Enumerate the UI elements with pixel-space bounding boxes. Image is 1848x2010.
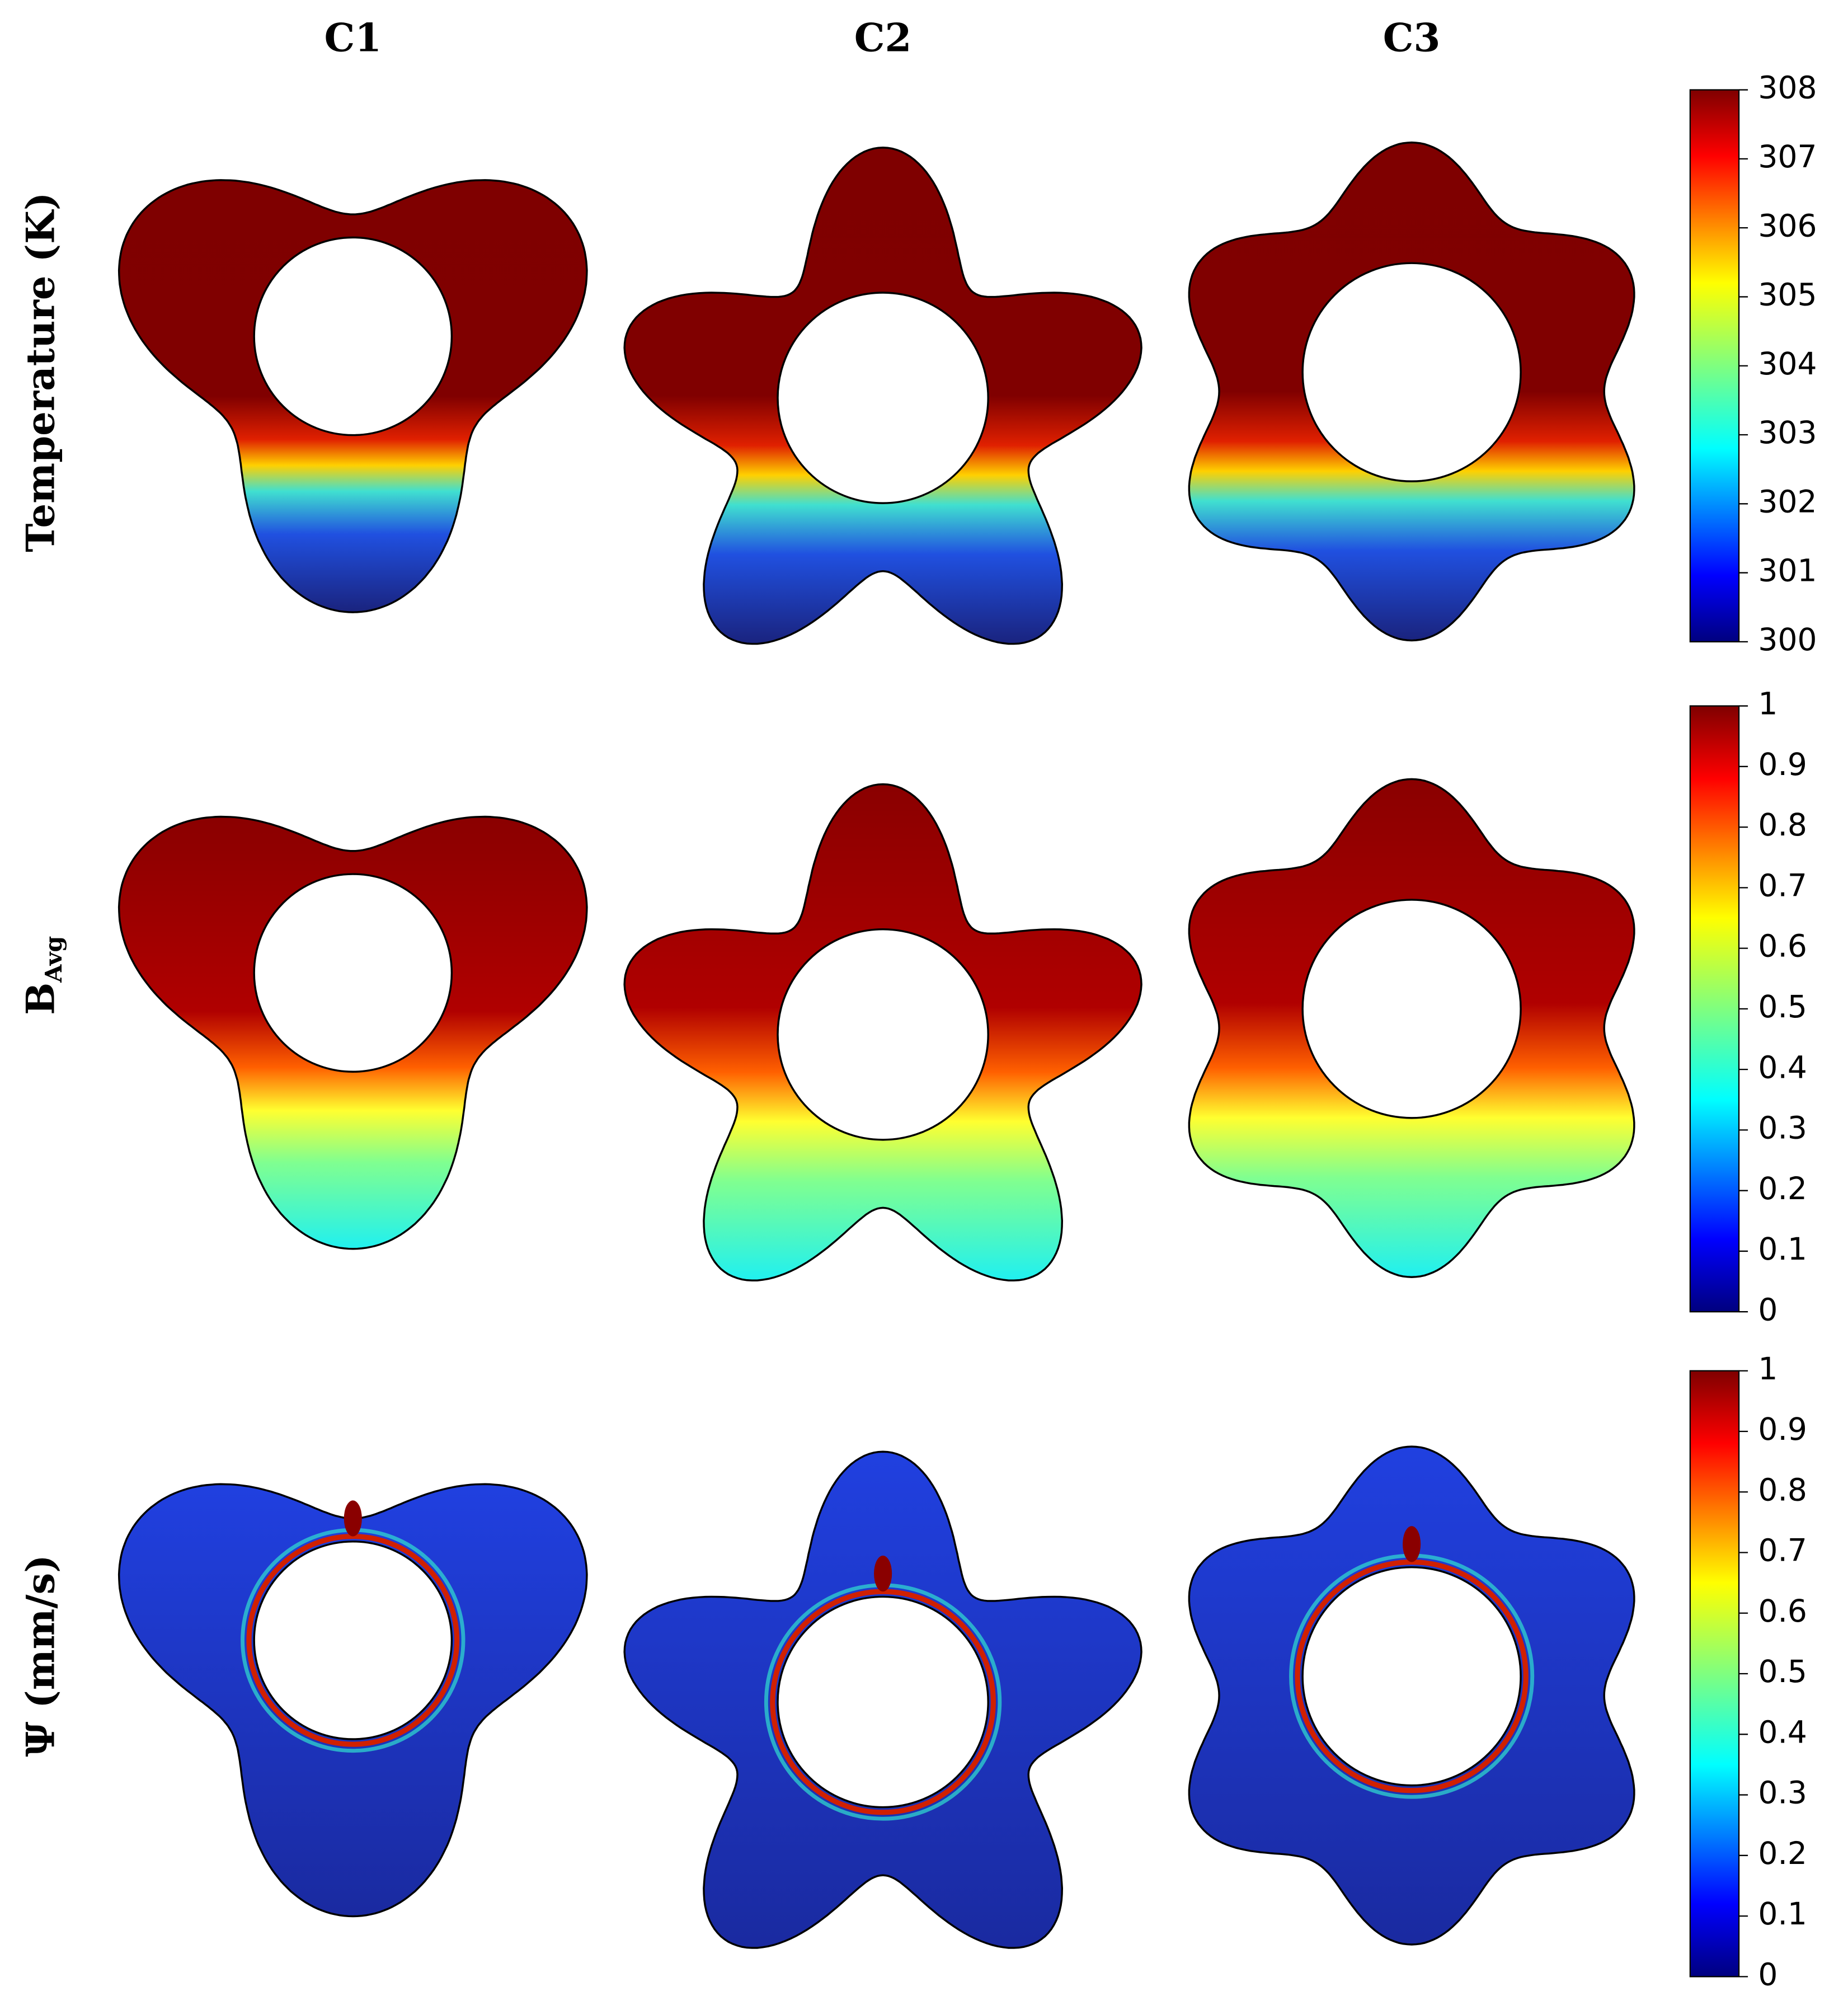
colorbar-tick-label: 0.4 xyxy=(1758,1714,1807,1750)
colorbar-tick-label: 306 xyxy=(1758,208,1817,243)
colorbar-tick-label: 0.6 xyxy=(1758,1593,1807,1629)
row-label: Ψ (mm/s) xyxy=(18,1555,63,1757)
colorbar-tick-label: 0.7 xyxy=(1758,1533,1807,1568)
flow-ring xyxy=(1295,1559,1529,1793)
column-label: C2 xyxy=(854,16,912,61)
colorbar-tick-label: 0.5 xyxy=(1758,989,1807,1025)
colorbar-tick-label: 0.9 xyxy=(1758,746,1807,782)
colorbar xyxy=(1689,89,1740,643)
column-label: C3 xyxy=(1383,16,1441,61)
colorbar-tick-label: 0.3 xyxy=(1758,1775,1807,1811)
contour-plot xyxy=(1188,141,1635,642)
colorbar-tick-label: 307 xyxy=(1758,139,1817,175)
row-label-text: Temperature (K) xyxy=(18,192,63,552)
colorbar-tick-label: 0.2 xyxy=(1758,1171,1807,1206)
colorbar-tick-label: 300 xyxy=(1758,622,1817,658)
colorbar-tick-label: 0.5 xyxy=(1758,1654,1807,1689)
row-label-text: Ψ (mm/s) xyxy=(18,1555,63,1757)
contour-plot xyxy=(117,815,588,1250)
flow-cell xyxy=(344,1500,362,1537)
colorbar-tick-label: 1 xyxy=(1758,1351,1778,1387)
flow-ring-outer xyxy=(764,1583,1002,1821)
colorbar-tick-label: 308 xyxy=(1758,70,1817,106)
colorbar-tick-label: 0.1 xyxy=(1758,1231,1807,1267)
colorbar xyxy=(1689,1370,1740,1978)
colorbar-tick-label: 0.4 xyxy=(1758,1049,1807,1085)
contour-plot xyxy=(623,147,1142,645)
colorbar-tick-label: 0 xyxy=(1758,1292,1778,1327)
row-label: Temperature (K) xyxy=(18,192,63,552)
contour-plot xyxy=(1188,778,1635,1278)
flow-ring-outer xyxy=(241,1528,465,1753)
flow-ring xyxy=(246,1534,460,1747)
contour-plot xyxy=(117,179,588,613)
colorbar-tick-label: 0.2 xyxy=(1758,1835,1807,1871)
contour-plot xyxy=(623,1450,1142,1949)
colorbar-tick-label: 0.7 xyxy=(1758,867,1807,903)
row-label: BAvg xyxy=(18,936,67,1015)
colorbar-tick-label: 0.3 xyxy=(1758,1110,1807,1146)
flow-cell xyxy=(1403,1526,1421,1562)
colorbar-tick-label: 0 xyxy=(1758,1956,1778,1992)
colorbar xyxy=(1689,705,1740,1313)
colorbar-tick-label: 302 xyxy=(1758,483,1817,519)
contour-plot xyxy=(117,1483,588,1918)
row-label-subscript: Avg xyxy=(40,936,67,983)
row-label-text: B xyxy=(18,983,63,1015)
colorbar-tick-label: 0.6 xyxy=(1758,928,1807,964)
colorbar-tick-label: 0.9 xyxy=(1758,1411,1807,1447)
colorbar-tick-label: 305 xyxy=(1758,277,1817,313)
colorbar-tick-label: 303 xyxy=(1758,415,1817,450)
flow-ring-outer xyxy=(1289,1553,1535,1799)
contour-plot xyxy=(1188,1445,1635,1946)
column-label: C1 xyxy=(324,16,382,61)
flow-ring xyxy=(770,1589,996,1815)
flow-cell xyxy=(874,1556,892,1592)
colorbar-tick-label: 301 xyxy=(1758,553,1817,589)
colorbar-tick-label: 0.8 xyxy=(1758,807,1807,843)
colorbar-tick-label: 0.1 xyxy=(1758,1896,1807,1932)
colorbar-tick-label: 304 xyxy=(1758,346,1817,382)
colorbar-tick-label: 0.8 xyxy=(1758,1472,1807,1508)
colorbar-tick-label: 1 xyxy=(1758,686,1778,722)
contour-plot xyxy=(623,783,1142,1281)
